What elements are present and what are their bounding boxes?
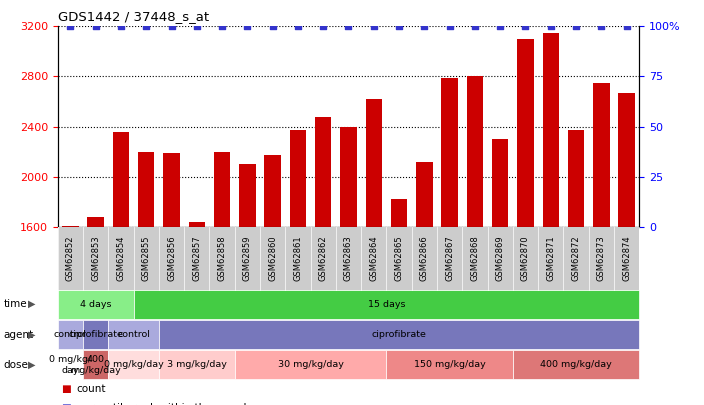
Point xyxy=(419,23,430,30)
Text: GSM62864: GSM62864 xyxy=(370,235,378,281)
Point xyxy=(343,23,354,30)
Text: GSM62855: GSM62855 xyxy=(142,235,151,281)
Text: ■: ■ xyxy=(61,384,71,394)
Point xyxy=(494,23,505,30)
Bar xyxy=(189,222,205,405)
Bar xyxy=(239,164,256,405)
Text: 400
mg/kg/day: 400 mg/kg/day xyxy=(70,355,121,375)
Bar xyxy=(467,77,483,405)
Text: GSM62868: GSM62868 xyxy=(470,235,479,281)
Point xyxy=(444,23,455,30)
Point xyxy=(90,23,101,30)
Point xyxy=(470,23,481,30)
Text: ciprofibrate: ciprofibrate xyxy=(68,330,123,339)
Point xyxy=(621,23,632,30)
Text: 400 mg/kg/day: 400 mg/kg/day xyxy=(540,360,612,369)
Bar xyxy=(113,132,129,405)
Point xyxy=(241,23,253,30)
Text: GSM62870: GSM62870 xyxy=(521,235,530,281)
Bar xyxy=(517,39,534,405)
Bar xyxy=(265,156,281,405)
Point xyxy=(115,23,127,30)
Bar xyxy=(214,151,230,405)
Point xyxy=(394,23,405,30)
Point xyxy=(216,23,227,30)
Point xyxy=(368,23,379,30)
Text: GSM62852: GSM62852 xyxy=(66,235,75,281)
Text: GSM62871: GSM62871 xyxy=(546,235,555,281)
Text: count: count xyxy=(77,384,106,394)
Text: control: control xyxy=(117,330,150,339)
Text: agent: agent xyxy=(4,330,34,339)
Text: GSM62869: GSM62869 xyxy=(496,235,505,281)
Text: GSM62873: GSM62873 xyxy=(597,235,606,281)
Bar xyxy=(441,78,458,405)
Text: GSM62863: GSM62863 xyxy=(344,235,353,281)
Text: control: control xyxy=(54,330,87,339)
Text: GDS1442 / 37448_s_at: GDS1442 / 37448_s_at xyxy=(58,10,209,23)
Point xyxy=(318,23,329,30)
Bar xyxy=(492,139,508,405)
Point xyxy=(520,23,531,30)
Bar xyxy=(618,93,635,405)
Text: 15 days: 15 days xyxy=(367,300,406,309)
Bar xyxy=(568,130,584,405)
Text: percentile rank within the sample: percentile rank within the sample xyxy=(77,403,253,405)
Point xyxy=(141,23,152,30)
Text: ▶: ▶ xyxy=(28,299,36,309)
Point xyxy=(596,23,607,30)
Bar xyxy=(593,83,610,405)
Text: 0 mg/kg/
day: 0 mg/kg/ day xyxy=(49,355,92,375)
Text: GSM62872: GSM62872 xyxy=(572,235,581,281)
Text: 30 mg/kg/day: 30 mg/kg/day xyxy=(277,360,344,369)
Bar xyxy=(340,126,357,405)
Text: GSM62862: GSM62862 xyxy=(319,235,327,281)
Bar xyxy=(416,162,432,405)
Point xyxy=(191,23,203,30)
Text: 150 mg/kg/day: 150 mg/kg/day xyxy=(414,360,486,369)
Bar xyxy=(138,151,154,405)
Text: 4 days: 4 days xyxy=(80,300,111,309)
Bar xyxy=(315,117,332,405)
Bar xyxy=(290,130,306,405)
Text: ▶: ▶ xyxy=(28,360,36,370)
Text: dose: dose xyxy=(4,360,28,370)
Point xyxy=(545,23,556,30)
Text: 3 mg/kg/day: 3 mg/kg/day xyxy=(167,360,227,369)
Text: ▶: ▶ xyxy=(28,330,36,339)
Point xyxy=(65,23,76,30)
Text: GSM62866: GSM62866 xyxy=(420,235,429,281)
Bar xyxy=(87,217,104,405)
Bar xyxy=(365,99,382,405)
Text: GSM62853: GSM62853 xyxy=(91,235,100,281)
Text: GSM62858: GSM62858 xyxy=(218,235,227,281)
Bar xyxy=(62,226,79,405)
Bar xyxy=(543,32,559,405)
Text: ciprofibrate: ciprofibrate xyxy=(372,330,427,339)
Text: GSM62861: GSM62861 xyxy=(294,235,303,281)
Text: GSM62860: GSM62860 xyxy=(268,235,277,281)
Point xyxy=(267,23,278,30)
Text: ■: ■ xyxy=(61,403,71,405)
Text: GSM62867: GSM62867 xyxy=(445,235,454,281)
Text: GSM62859: GSM62859 xyxy=(243,235,252,281)
Text: GSM62857: GSM62857 xyxy=(192,235,201,281)
Text: GSM62856: GSM62856 xyxy=(167,235,176,281)
Text: time: time xyxy=(4,299,27,309)
Text: GSM62854: GSM62854 xyxy=(116,235,125,281)
Point xyxy=(166,23,177,30)
Text: GSM62874: GSM62874 xyxy=(622,235,631,281)
Text: GSM62865: GSM62865 xyxy=(394,235,403,281)
Text: 0 mg/kg/day: 0 mg/kg/day xyxy=(103,360,163,369)
Bar xyxy=(163,153,180,405)
Point xyxy=(292,23,303,30)
Point xyxy=(570,23,582,30)
Bar xyxy=(391,199,407,405)
